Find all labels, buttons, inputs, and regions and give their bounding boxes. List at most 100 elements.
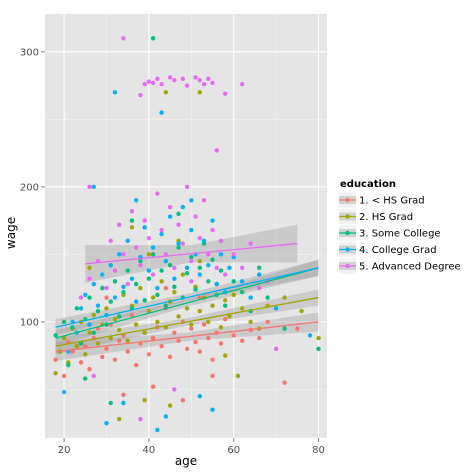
legend-item: 3. Some College: [338, 224, 441, 242]
data-point: [121, 392, 126, 397]
data-point: [189, 198, 194, 203]
data-point: [146, 352, 152, 357]
data-point: [172, 330, 177, 335]
data-point: [172, 276, 177, 281]
data-point: [163, 285, 169, 291]
data-point: [53, 357, 58, 362]
legend-label: 5. Advanced Degree: [359, 262, 461, 273]
data-point: [150, 245, 156, 250]
data-point: [256, 265, 262, 271]
x-tick-label: 40: [143, 445, 156, 456]
data-point: [91, 312, 96, 318]
data-point: [142, 82, 147, 87]
data-point: [163, 414, 169, 419]
data-point: [197, 258, 202, 264]
data-point: [180, 204, 186, 210]
data-point: [78, 360, 84, 365]
data-point: [197, 272, 202, 277]
data-point: [184, 83, 190, 88]
data-point: [316, 346, 321, 352]
data-point: [117, 327, 122, 333]
data-point: [125, 238, 130, 244]
data-point: [167, 75, 173, 80]
data-point: [108, 400, 113, 406]
data-point: [125, 268, 130, 273]
data-point: [223, 91, 228, 96]
data-point: [146, 235, 152, 241]
data-point: [189, 326, 194, 331]
data-point: [189, 227, 194, 233]
data-point: [155, 427, 160, 433]
data-point: [197, 349, 202, 354]
y-axis-title: wage: [4, 217, 18, 249]
data-point: [273, 346, 279, 352]
data-point: [248, 241, 253, 246]
data-point: [155, 285, 160, 291]
data-point: [176, 314, 181, 319]
data-point: [239, 279, 245, 284]
data-point: [248, 319, 253, 325]
legend: education 1. < HS Grad 2. HS Grad 3. Some …: [338, 179, 461, 275]
data-point: [150, 80, 156, 86]
data-point: [95, 341, 101, 346]
data-point: [218, 268, 224, 273]
data-point: [180, 241, 186, 246]
data-point: [87, 265, 92, 271]
data-point: [142, 225, 147, 230]
data-point: [159, 231, 164, 237]
data-point: [193, 339, 198, 345]
data-point: [138, 262, 143, 268]
data-point: [112, 357, 118, 362]
data-point: [176, 338, 181, 343]
data-point: [83, 352, 88, 357]
data-point: [210, 227, 215, 233]
data-point: [172, 387, 177, 392]
data-point: [61, 389, 67, 395]
data-point: [146, 276, 152, 281]
data-point: [184, 346, 190, 352]
data-point: [159, 343, 164, 349]
legend-label: 4. College Grad: [359, 245, 437, 256]
data-point: [239, 265, 245, 271]
data-point: [117, 416, 122, 422]
x-axis-title: age: [175, 454, 197, 468]
data-point: [129, 225, 135, 230]
data-point: [206, 252, 211, 257]
legend-item: 5. Advanced Degree: [338, 257, 461, 275]
data-point: [129, 208, 135, 214]
data-point: [167, 204, 173, 210]
data-point: [66, 362, 71, 368]
fit-line: [55, 267, 319, 328]
data-point: [218, 238, 224, 244]
data-point: [210, 80, 215, 86]
data-point: [121, 252, 126, 257]
data-point: [117, 338, 122, 343]
data-point: [295, 326, 300, 331]
data-point: [159, 110, 164, 115]
legend-title: education: [340, 179, 396, 190]
data-point: [74, 306, 80, 311]
data-point: [176, 241, 181, 246]
data-point: [214, 265, 219, 271]
data-point: [108, 299, 113, 304]
data-point: [172, 289, 177, 295]
data-point: [189, 279, 194, 284]
data-point: [197, 90, 202, 95]
data-point: [142, 330, 147, 335]
data-point: [108, 238, 113, 244]
data-point: [108, 262, 113, 268]
data-point: [201, 238, 207, 244]
data-point: [235, 373, 241, 379]
data-point: [142, 218, 147, 223]
data-point: [121, 289, 126, 295]
data-point: [104, 346, 109, 352]
data-point: [210, 407, 215, 412]
data-point: [53, 333, 58, 338]
data-point: [176, 211, 181, 217]
data-point: [206, 76, 211, 82]
data-point: [117, 314, 122, 319]
data-point: [78, 306, 84, 311]
legend-item: 4. College Grad: [338, 241, 437, 258]
data-point: [227, 314, 232, 319]
data-point: [307, 333, 313, 338]
